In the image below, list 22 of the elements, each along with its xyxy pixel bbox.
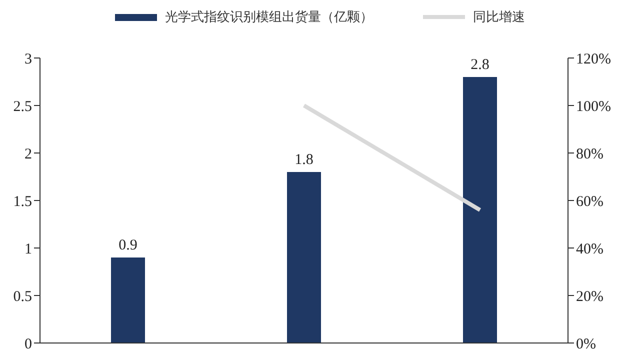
data-label: 1.8	[294, 152, 314, 168]
y2-tick-label: 0%	[576, 336, 596, 352]
bar	[287, 172, 321, 343]
bar	[111, 258, 145, 343]
y-tick-label: 0.5	[13, 288, 32, 305]
y2-tick-label: 40%	[576, 241, 604, 258]
y2-tick-label: 20%	[576, 288, 604, 305]
legend-label: 光学式指纹识别模组出货量（亿颗）	[165, 9, 373, 26]
y-tick-label: 0	[24, 336, 32, 352]
y2-tick-label: 60%	[576, 194, 604, 210]
y2-tick-label: 100%	[576, 98, 611, 115]
y-tick-label: 1	[24, 241, 32, 258]
legend-label: 同比增速	[473, 9, 525, 26]
bar	[463, 77, 497, 343]
data-label: 0.9	[118, 238, 138, 254]
data-label: 2.8	[470, 57, 490, 73]
y-tick-label: 2.5	[13, 98, 32, 115]
y2-tick-label: 80%	[576, 146, 604, 162]
y-tick-label: 1.5	[13, 194, 32, 210]
y-tick-label: 3	[24, 51, 32, 68]
y2-tick-label: 120%	[576, 51, 611, 68]
y-tick-label: 2	[24, 146, 32, 162]
